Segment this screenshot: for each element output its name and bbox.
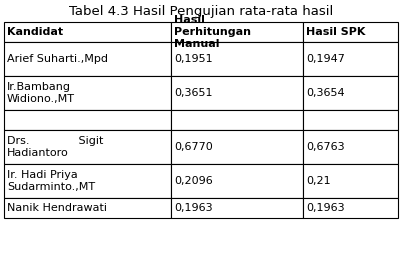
Bar [171, 130, 303, 164]
Bar [4, 164, 171, 198]
Bar [171, 42, 303, 76]
Text: Tabel 4.3 Hasil Pengujian rata-rata hasil: Tabel 4.3 Hasil Pengujian rata-rata hasi… [69, 4, 332, 17]
Text: Ir.Bambang
Widiono.,MT: Ir.Bambang Widiono.,MT [7, 82, 75, 104]
Bar [4, 110, 171, 130]
Text: 0,1951: 0,1951 [174, 54, 213, 64]
Bar [171, 22, 303, 42]
Bar [171, 76, 303, 110]
Bar [171, 110, 303, 130]
Bar [4, 22, 171, 42]
Text: 0,3651: 0,3651 [174, 88, 213, 98]
Bar [303, 22, 397, 42]
Text: 0,1963: 0,1963 [306, 203, 344, 213]
Bar [303, 130, 397, 164]
Text: 0,21: 0,21 [306, 176, 330, 186]
Text: 0,2096: 0,2096 [174, 176, 213, 186]
Bar [4, 130, 171, 164]
Text: 0,6763: 0,6763 [306, 142, 344, 152]
Bar [171, 164, 303, 198]
Bar [4, 76, 171, 110]
Bar [303, 110, 397, 130]
Text: 0,6770: 0,6770 [174, 142, 213, 152]
Text: Hasil SPK: Hasil SPK [306, 27, 365, 37]
Bar [171, 198, 303, 218]
Text: 0,3654: 0,3654 [306, 88, 344, 98]
Bar [303, 164, 397, 198]
Bar [303, 198, 397, 218]
Text: 0,1947: 0,1947 [306, 54, 344, 64]
Text: Ir. Hadi Priya
Sudarminto.,MT: Ir. Hadi Priya Sudarminto.,MT [7, 170, 95, 192]
Bar [4, 42, 171, 76]
Text: Nanik Hendrawati: Nanik Hendrawati [7, 203, 107, 213]
Text: Kandidat: Kandidat [7, 27, 63, 37]
Text: Arief Suharti.,Mpd: Arief Suharti.,Mpd [7, 54, 108, 64]
Text: Hasil
Perhitungan
Manual: Hasil Perhitungan Manual [174, 15, 251, 49]
Bar [303, 76, 397, 110]
Text: Drs.              Sigit
Hadiantoro: Drs. Sigit Hadiantoro [7, 136, 103, 158]
Bar [4, 198, 171, 218]
Text: 0,1963: 0,1963 [174, 203, 213, 213]
Bar [303, 42, 397, 76]
